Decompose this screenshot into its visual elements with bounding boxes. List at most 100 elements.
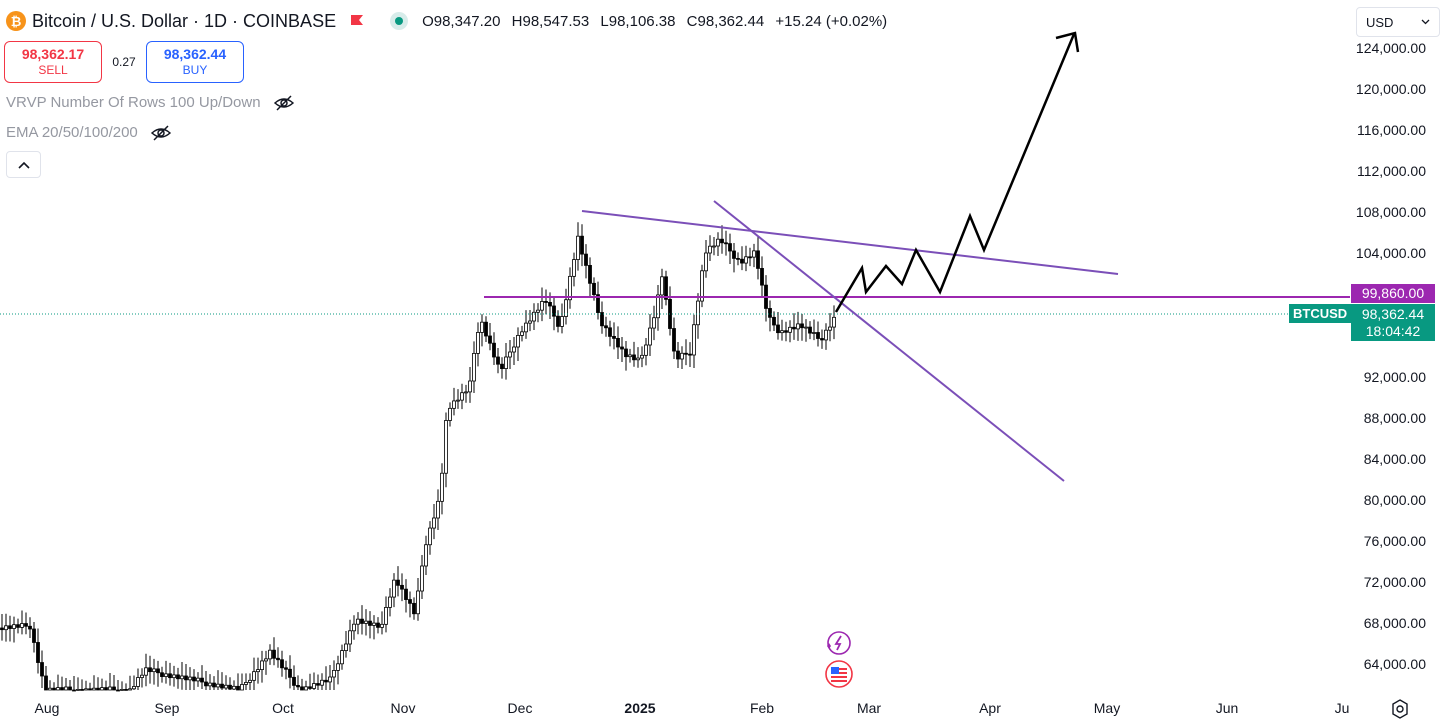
price-tick-label: 124,000.00: [1356, 40, 1426, 56]
spread-value: 0.27: [112, 55, 136, 69]
candle-body: [60, 687, 64, 691]
candle-body: [512, 346, 516, 353]
currency-select[interactable]: USD: [1356, 7, 1440, 37]
chevron-down-icon: [1421, 19, 1430, 25]
candle-body: [616, 337, 620, 348]
candle-body: [532, 311, 536, 322]
projection-path: [834, 33, 1076, 313]
indicator-vrvp-label: VRVP Number Of Rows 100 Up/Down: [6, 94, 261, 111]
lightning-icon[interactable]: [823, 628, 853, 658]
time-tick-label: 2025: [624, 700, 655, 716]
last-price-label: 98,362.44 18:04:42: [1351, 304, 1435, 341]
candle-body: [540, 301, 544, 311]
close-value: C98,362.44: [686, 12, 765, 30]
candle-body: [156, 668, 160, 674]
candle-body: [16, 624, 20, 628]
candle-body: [828, 326, 832, 331]
time-tick-label: Nov: [391, 700, 416, 716]
eye-off-icon[interactable]: [150, 124, 172, 141]
collapse-legend-button[interactable]: [6, 151, 41, 178]
price-tick-label: 76,000.00: [1364, 533, 1426, 549]
settings-icon[interactable]: [1389, 698, 1411, 720]
candle-body: [316, 683, 320, 686]
candle-body: [460, 392, 464, 401]
candle-body: [72, 689, 76, 692]
candle-body: [264, 658, 268, 662]
low-value: L98,106.38: [600, 12, 676, 30]
candle-body: [312, 683, 316, 689]
candle-body: [144, 667, 148, 676]
candle-body: [552, 305, 556, 317]
candle-body: [152, 668, 156, 673]
candle-body: [296, 685, 300, 688]
candle-body: [504, 356, 508, 370]
candle-body: [256, 669, 260, 673]
candle-body: [664, 276, 668, 300]
candle-body: [228, 684, 232, 690]
time-tick-label: Apr: [979, 700, 1001, 716]
candle-body: [192, 676, 196, 682]
buy-button[interactable]: 98,362.44 BUY: [146, 41, 244, 83]
flag-icon[interactable]: [350, 14, 364, 28]
candle-body: [624, 348, 628, 358]
descending-resistance-line: [581, 210, 1119, 275]
candle-body: [128, 688, 132, 691]
candles-layer: [0, 222, 836, 692]
sell-button[interactable]: 98,362.17 SELL: [4, 41, 102, 83]
price-tick-label: 108,000.00: [1356, 204, 1426, 220]
candle-body: [404, 588, 408, 600]
candle-body: [172, 674, 176, 679]
indicator-ema-label: EMA 20/50/100/200: [6, 124, 138, 141]
candle-body: [304, 686, 308, 691]
candle-body: [712, 245, 716, 248]
candle-body: [112, 686, 116, 691]
buy-price: 98,362.44: [163, 46, 227, 62]
candle-body: [176, 674, 180, 680]
candle-body: [704, 252, 708, 272]
candle-body: [832, 316, 836, 328]
us-flag-icon[interactable]: [824, 659, 854, 689]
candle-body: [604, 325, 608, 329]
candle-body: [328, 676, 332, 683]
candle-body: [20, 623, 24, 628]
price-tick-label: 120,000.00: [1356, 81, 1426, 97]
time-tick-label: May: [1094, 700, 1120, 716]
candle-body: [188, 676, 192, 681]
high-value: H98,547.53: [511, 12, 590, 30]
candle-body: [476, 331, 480, 354]
price-axis: 124,000.00 120,000.00 116,000.00 112,000.00…: [1356, 40, 1426, 672]
candle-body: [556, 315, 560, 327]
candle-body: [780, 330, 784, 334]
candle-body: [456, 399, 460, 402]
candle-body: [376, 622, 380, 628]
candle-body: [720, 238, 724, 244]
candle-body: [804, 326, 808, 329]
candle-body: [516, 334, 520, 348]
candle-body: [644, 344, 648, 356]
candle-body: [140, 674, 144, 678]
candle-body: [736, 257, 740, 260]
candle-body: [388, 596, 392, 608]
eye-off-icon[interactable]: [273, 94, 295, 111]
candle-body: [32, 628, 36, 643]
candle-body: [240, 684, 244, 691]
market-status-icon: [390, 12, 409, 30]
candle-body: [308, 686, 312, 689]
candle-body: [124, 689, 128, 691]
indicator-vrvp[interactable]: VRVP Number Of Rows 100 Up/Down: [6, 94, 295, 111]
candle-body: [700, 270, 704, 302]
candle-body: [676, 350, 680, 360]
trade-panel: 98,362.17 SELL 0.27 98,362.44 BUY: [4, 41, 244, 83]
symbol-title[interactable]: Bitcoin / U.S. Dollar · 1D · COINBASE: [32, 10, 337, 31]
candle-body: [220, 683, 224, 689]
candle-body: [88, 688, 92, 691]
candle-body: [528, 320, 532, 324]
candle-body: [132, 686, 136, 690]
indicator-ema[interactable]: EMA 20/50/100/200: [6, 124, 172, 141]
last-price-value: 98,362.44: [1361, 306, 1425, 322]
change-value: +15.24 (+0.02%): [775, 12, 888, 30]
candle-body: [52, 687, 56, 691]
time-tick-label: Jun: [1216, 700, 1239, 716]
candle-body: [280, 659, 284, 669]
